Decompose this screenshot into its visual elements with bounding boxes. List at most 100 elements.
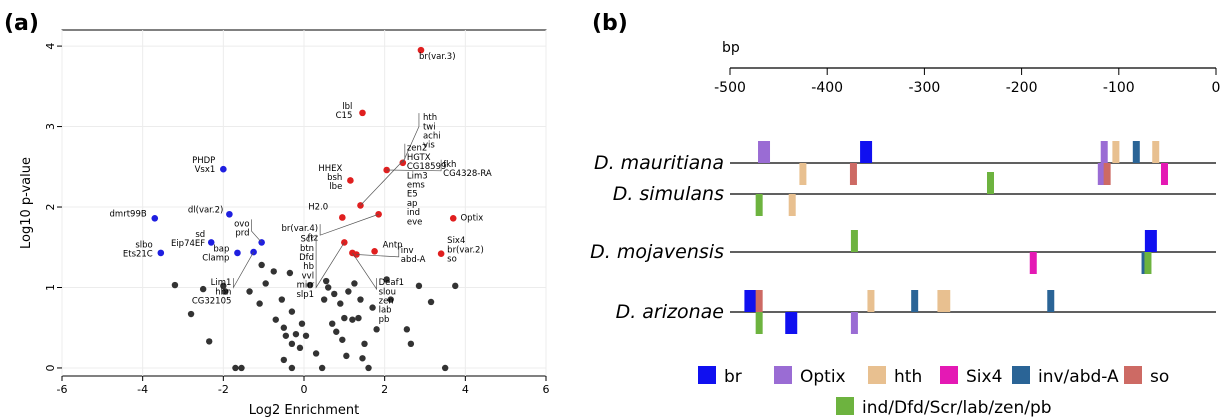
legend-label: inv/abd-A	[1038, 367, 1119, 387]
point-other	[306, 281, 314, 289]
point-label: inv	[401, 246, 414, 256]
point-other	[355, 314, 362, 322]
binding-site-six4	[1160, 163, 1168, 185]
point-other	[280, 324, 288, 331]
y-tick-label: 2	[44, 204, 57, 211]
point-other	[280, 356, 288, 364]
label-leader-line	[356, 245, 400, 258]
point-other	[270, 268, 277, 275]
legend-label: Six4	[966, 367, 1002, 387]
point-other	[238, 364, 245, 372]
point-other	[351, 280, 358, 287]
legend-label: Optix	[800, 367, 846, 387]
x-axis-title: Log2 Enrichment	[249, 403, 359, 418]
bp-tick-label: -400	[811, 80, 843, 96]
point-other	[322, 277, 330, 285]
point-other	[441, 364, 449, 372]
label-leader-line	[251, 219, 262, 243]
point-other	[262, 280, 269, 287]
point-label: slou	[379, 287, 396, 297]
point-label: sd	[195, 230, 205, 240]
binding-site-inv-abd-a	[1132, 141, 1140, 163]
point-depleted	[151, 214, 159, 222]
point-label: zen	[379, 296, 394, 306]
species-label: D. arizonae	[616, 301, 724, 323]
point-label: Antp	[383, 240, 403, 250]
binding-site-so	[1103, 163, 1111, 185]
point-label: fkh	[443, 160, 456, 170]
point-label: br(var.2)	[447, 245, 484, 255]
y-tick-label: 4	[44, 43, 57, 50]
point-other	[387, 296, 394, 303]
point-label: Clamp	[202, 253, 229, 263]
x-tick-label: -2	[218, 383, 229, 396]
point-label: abd-A	[401, 255, 426, 265]
volcano-points	[151, 46, 459, 372]
panel-a-label: (a)	[4, 11, 39, 36]
binding-site-inv-abd-a	[911, 290, 919, 312]
y-axis-title: Log10 p-value	[19, 157, 34, 249]
legend-swatch	[1124, 366, 1142, 384]
binding-site-optix	[758, 141, 771, 163]
point-other	[361, 340, 368, 348]
y-tick-label: 1	[44, 284, 57, 291]
binding-site-so	[849, 163, 857, 185]
binding-site-ind-dfd-scr-lab-zen-pb	[755, 312, 763, 334]
point-other	[403, 326, 411, 333]
binding-site-hth	[1112, 141, 1120, 163]
point-label: lbe	[329, 182, 342, 192]
point-other	[206, 338, 213, 345]
x-tick-label: 2	[381, 383, 388, 396]
x-tick-label: -4	[137, 383, 148, 396]
species-label: D. mauritiana	[594, 152, 724, 174]
bp-tick-label: 0	[1212, 80, 1221, 96]
binding-site-optix	[850, 312, 858, 334]
species-label: D. mojavensis	[590, 241, 724, 263]
point-label: HGTX	[407, 153, 431, 163]
point-label: btn	[300, 244, 314, 254]
point-label: ftz	[307, 233, 318, 243]
point-label: ap	[407, 199, 418, 209]
point-other	[383, 276, 390, 283]
point-other	[288, 364, 296, 372]
point-other	[232, 364, 239, 372]
legend-swatch	[698, 366, 716, 384]
point-other	[365, 364, 372, 372]
label-leader-line	[319, 213, 379, 236]
point-label: Eip74EF	[171, 239, 205, 249]
point-label: slbo	[135, 240, 152, 250]
bp-tick-label: -500	[714, 80, 746, 96]
point-label: Six4	[447, 236, 465, 246]
binding-site-hth	[937, 290, 945, 312]
legend-swatch	[868, 366, 886, 384]
point-other	[339, 336, 346, 343]
binding-site-ind-dfd-scr-lab-zen-pb	[1144, 252, 1152, 274]
point-enriched	[371, 247, 378, 255]
point-label: achi	[423, 132, 441, 142]
binding-site-optix	[1097, 163, 1105, 185]
legend-swatch	[836, 397, 854, 415]
point-other	[246, 288, 253, 295]
point-label: hb	[303, 262, 314, 272]
point-enriched	[339, 214, 346, 221]
point-other	[288, 308, 296, 315]
point-other	[333, 328, 340, 335]
legend-swatch	[940, 366, 958, 384]
point-other	[256, 300, 263, 307]
binding-site-inv-abd-a	[1047, 290, 1055, 312]
point-label: twi	[423, 122, 436, 132]
legend-label: so	[1150, 367, 1169, 387]
point-other	[349, 316, 356, 323]
point-other	[199, 285, 207, 293]
legend-swatch	[774, 366, 792, 384]
bp-axis-unit: bp	[722, 40, 740, 56]
point-other	[452, 282, 459, 290]
point-other	[357, 296, 364, 303]
point-other	[288, 340, 296, 348]
point-other	[312, 350, 320, 357]
species-label: D. simulans	[613, 183, 724, 205]
point-label: hbn	[215, 287, 231, 297]
point-enriched	[375, 210, 382, 218]
